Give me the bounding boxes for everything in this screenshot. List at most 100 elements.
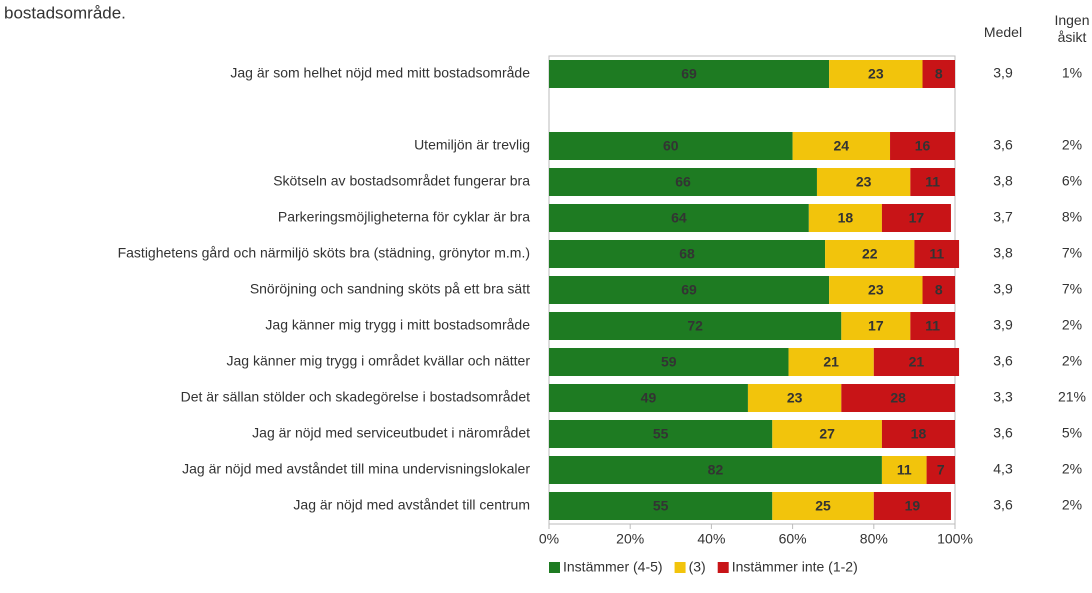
legend-swatch xyxy=(717,562,729,573)
data-label: 24 xyxy=(834,138,850,154)
bar-segment xyxy=(549,204,809,232)
x-tick-label: 40% xyxy=(697,531,725,547)
category-label: Parkeringsmöjligheterna för cyklar är br… xyxy=(278,209,530,225)
data-label: 23 xyxy=(856,174,872,190)
bar-segment xyxy=(829,276,923,304)
bar-segment xyxy=(549,348,789,376)
bar-segment xyxy=(549,456,882,484)
x-tick-label: 0% xyxy=(539,531,559,547)
data-label: 8 xyxy=(935,66,943,82)
bar-segment xyxy=(549,240,826,268)
column-value: 2% xyxy=(1062,317,1082,333)
bar-segment xyxy=(549,312,842,340)
category-label: Jag är nöjd med serviceutbudet i närområ… xyxy=(252,425,530,441)
bar-segment xyxy=(549,276,830,304)
column-value: 2% xyxy=(1062,353,1082,369)
bar-segment xyxy=(772,492,874,520)
column-value: 7% xyxy=(1062,245,1082,261)
column-header: Medel xyxy=(983,24,1023,40)
column-value: 8% xyxy=(1062,209,1082,225)
data-label: 7 xyxy=(937,462,945,478)
data-label: 69 xyxy=(681,282,697,298)
bar-segment xyxy=(841,312,911,340)
column-value: 3,9 xyxy=(993,281,1013,297)
bar-segment xyxy=(747,384,842,412)
bar-segment xyxy=(926,456,955,484)
data-label: 49 xyxy=(641,390,657,406)
column-value: 3,8 xyxy=(993,245,1013,261)
category-label: Snöröjning och sandning sköts på ett bra… xyxy=(250,281,530,297)
data-label: 55 xyxy=(653,498,669,514)
bar-segment xyxy=(922,276,955,304)
bar-segment xyxy=(873,492,951,520)
data-label: 23 xyxy=(787,390,803,406)
bar-segment xyxy=(549,132,793,160)
bar-segment xyxy=(890,132,955,160)
bar-segment xyxy=(772,420,882,448)
data-label: 22 xyxy=(862,246,878,262)
category-label: Utemiljön är trevlig xyxy=(414,137,530,153)
bar-segment xyxy=(910,312,955,340)
data-label: 23 xyxy=(868,282,884,298)
column-value: 1% xyxy=(1062,65,1082,81)
legend-label: Instämmer inte (1-2) xyxy=(732,559,858,575)
data-label: 28 xyxy=(890,390,906,406)
legend-label: (3) xyxy=(689,559,706,575)
column-value: 3,6 xyxy=(993,425,1013,441)
data-label: 25 xyxy=(815,498,831,514)
data-label: 59 xyxy=(661,354,677,370)
bar-segment xyxy=(841,384,955,412)
column-value: 3,8 xyxy=(993,173,1013,189)
data-label: 64 xyxy=(671,210,687,226)
column-value: 2% xyxy=(1062,461,1082,477)
column-value: 3,7 xyxy=(993,209,1013,225)
data-label: 69 xyxy=(681,66,697,82)
column-value: 3,9 xyxy=(993,317,1013,333)
column-value: 2% xyxy=(1062,497,1082,513)
data-label: 55 xyxy=(653,426,669,442)
x-tick-label: 20% xyxy=(616,531,644,547)
data-label: 8 xyxy=(935,282,943,298)
legend-swatch xyxy=(549,562,560,573)
bar-segment xyxy=(549,492,773,520)
column-value: 4,3 xyxy=(993,461,1013,477)
data-label: 11 xyxy=(925,318,940,334)
bar-segment xyxy=(829,60,923,88)
data-label: 16 xyxy=(915,138,931,154)
category-label: Fastighetens gård och närmiljö sköts bra… xyxy=(118,245,530,261)
bar-segment xyxy=(922,60,955,88)
data-label: 18 xyxy=(911,426,927,442)
data-label: 23 xyxy=(868,66,884,82)
column-value: 6% xyxy=(1062,173,1082,189)
column-value: 3,9 xyxy=(993,65,1013,81)
bar-segment xyxy=(549,168,817,196)
x-tick-label: 100% xyxy=(937,531,973,547)
data-label: 19 xyxy=(905,498,921,514)
bar-segment xyxy=(816,168,911,196)
legend-label: Instämmer (4-5) xyxy=(563,559,663,575)
category-label: Jag känner mig trygg i området kvällar o… xyxy=(227,353,531,369)
bar-segment xyxy=(549,420,773,448)
category-label: Jag är nöjd med avståndet till centrum xyxy=(293,497,530,513)
data-label: 21 xyxy=(823,354,839,370)
data-label: 17 xyxy=(909,210,925,226)
bar-segment xyxy=(881,456,927,484)
bar-segment xyxy=(549,60,830,88)
category-label: Jag är nöjd med avståndet till mina unde… xyxy=(182,461,530,477)
category-label: Jag är som helhet nöjd med mitt bostadso… xyxy=(230,65,530,81)
x-tick-label: 60% xyxy=(779,531,807,547)
bar-segment xyxy=(792,132,891,160)
data-label: 82 xyxy=(708,462,724,478)
bar-segment xyxy=(881,204,951,232)
column-header: Ingen åsikt xyxy=(1054,12,1090,45)
bar-segment xyxy=(881,420,955,448)
bar-segment xyxy=(549,384,748,412)
column-value: 2% xyxy=(1062,137,1082,153)
data-label: 17 xyxy=(868,318,884,334)
column-value: 7% xyxy=(1062,281,1082,297)
chart-title: bostadsområde. xyxy=(4,3,126,22)
category-label: Skötseln av bostadsområdet fungerar bra xyxy=(273,173,530,189)
bar-segment xyxy=(910,168,955,196)
category-label: Jag känner mig trygg i mitt bostadsområd… xyxy=(265,317,530,333)
